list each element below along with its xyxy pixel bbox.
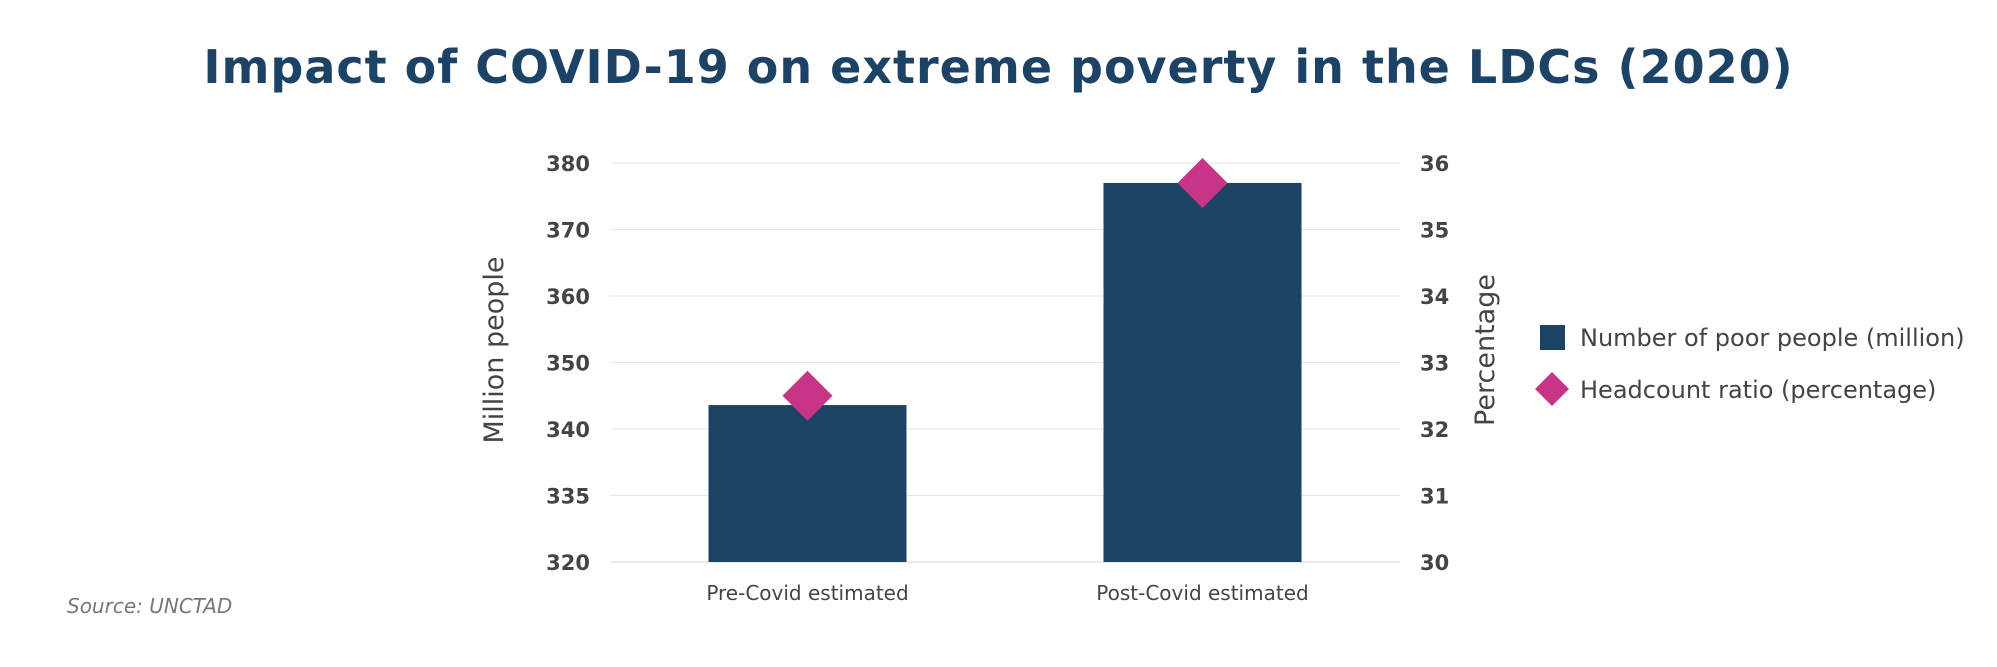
diamond-marker xyxy=(1177,157,1228,208)
legend: Number of poor people (million) Headcoun… xyxy=(1535,324,1965,406)
left-axis-ticks: 320 335 340 350 360 370 380 xyxy=(546,152,590,575)
left-axis-title: Million people xyxy=(479,256,510,443)
category-label: Post-Covid estimated xyxy=(1096,581,1308,605)
bar xyxy=(708,405,907,562)
source-note: Source: UNCTAD xyxy=(67,594,233,618)
left-tick-label: 320 xyxy=(546,551,590,575)
right-tick-label: 31 xyxy=(1420,485,1449,509)
right-tick-label: 36 xyxy=(1420,152,1449,176)
right-tick-label: 35 xyxy=(1420,219,1449,243)
chart-title: Impact of COVID-19 on extreme poverty in… xyxy=(203,40,1794,94)
left-tick-label: 335 xyxy=(546,485,590,509)
right-tick-label: 34 xyxy=(1420,285,1449,309)
left-tick-label: 370 xyxy=(546,219,590,243)
left-tick-label: 380 xyxy=(546,152,590,176)
right-axis-title: Percentage xyxy=(1470,274,1501,426)
bar-series xyxy=(708,182,1302,562)
right-tick-label: 32 xyxy=(1420,418,1449,442)
left-tick-label: 360 xyxy=(546,285,590,309)
legend-marker-swatch xyxy=(1535,372,1569,406)
left-tick-label: 340 xyxy=(546,418,590,442)
left-tick-label: 350 xyxy=(546,352,590,376)
right-tick-label: 30 xyxy=(1420,551,1449,575)
right-tick-label: 33 xyxy=(1420,352,1449,376)
category-label: Pre-Covid estimated xyxy=(706,581,908,605)
bar xyxy=(1103,182,1302,562)
category-labels: Pre-Covid estimated Post-Covid estimated xyxy=(706,581,1308,605)
right-axis-ticks: 30 31 32 33 34 35 36 xyxy=(1420,152,1449,575)
legend-bar-label: Number of poor people (million) xyxy=(1580,324,1965,352)
diamond-marker xyxy=(782,370,833,421)
marker-series xyxy=(782,157,1228,421)
legend-bar-swatch xyxy=(1540,325,1565,350)
legend-marker-label: Headcount ratio (percentage) xyxy=(1580,376,1936,404)
